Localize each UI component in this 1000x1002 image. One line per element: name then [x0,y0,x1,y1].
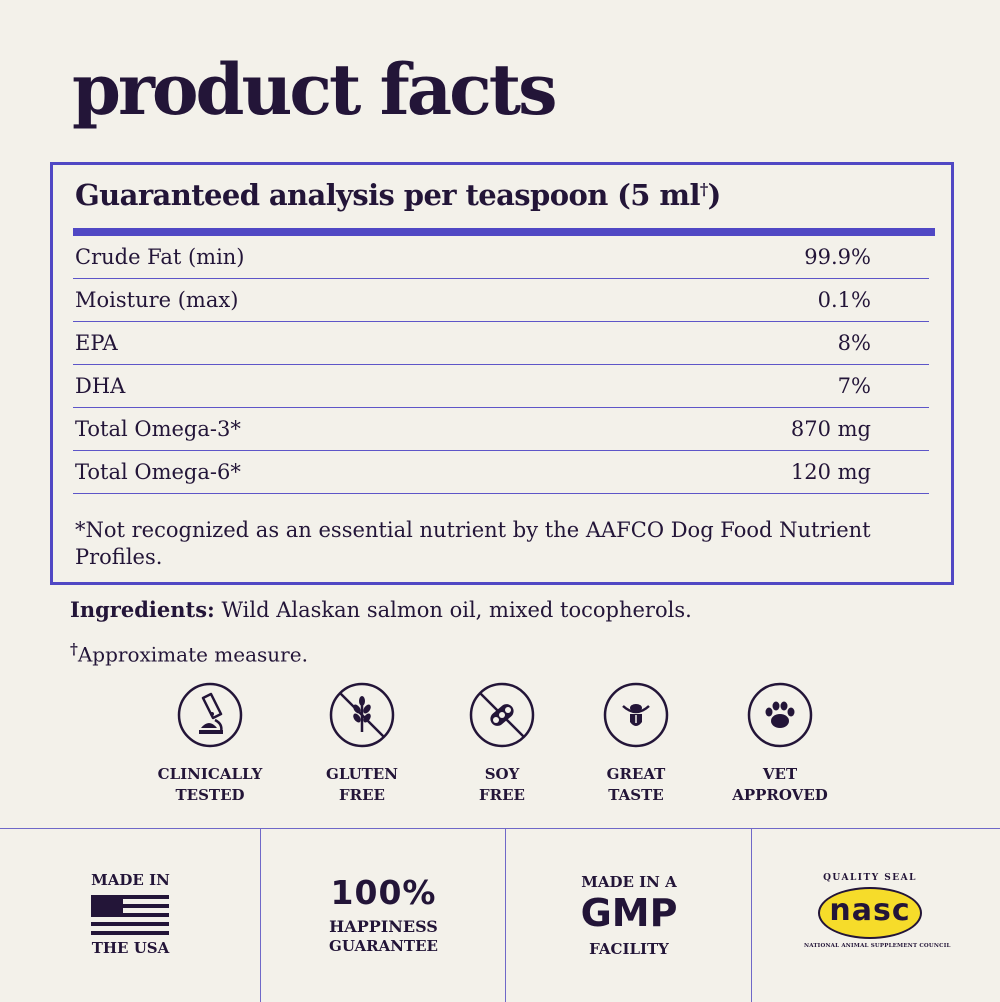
quality-seal-text: QUALITY SEAL [823,873,917,883]
made-in-usa-cell: MADE IN THE USA [0,829,261,1002]
no-soy-icon [469,682,535,748]
analysis-row: EPA 8% [73,322,929,365]
row-value: 120 mg [790,460,871,484]
happiness-text: HAPPINESS [329,917,438,936]
microscope-icon [177,682,243,748]
us-flag-icon [91,895,169,935]
analysis-row: Crude Fat (min) 99.9% [73,236,929,279]
dagger-mark: † [70,640,78,658]
row-label: EPA [75,331,118,355]
facility-text: FACILITY [589,940,669,958]
row-value: 0.1% [817,288,871,312]
analysis-footnote: *Not recognized as an essential nutrient… [75,518,871,569]
analysis-row: DHA 7% [73,365,929,408]
dagger-mark: † [699,179,708,199]
badge-label: GLUTEN FREE [326,765,398,804]
gmp-text: GMP [580,891,678,935]
badge-clinically-tested: CLINICALLY TESTED [140,680,280,806]
row-label: DHA [75,374,126,398]
guarantee-text: GUARANTEE [329,937,438,955]
badge-soy-free: SOY FREE [432,680,572,806]
row-label: Crude Fat (min) [75,245,245,269]
analysis-rows: Crude Fat (min) 99.9% Moisture (max) 0.1% … [73,236,929,494]
guaranteed-analysis-panel: Guaranteed analysis per teaspoon (5 ml†)… [50,162,954,585]
badge-label: GREAT TASTE [606,765,666,804]
analysis-row: Total Omega-3* 870 mg [73,408,929,451]
the-usa-text: THE USA [91,939,170,957]
row-value: 8% [837,331,871,355]
badge-label: CLINICALLY TESTED [157,765,263,804]
badge-vet-approved: VET APPROVED [710,680,850,806]
made-in-text: MADE IN [91,871,170,889]
badge-label: SOY FREE [479,765,525,804]
nasc-logo-text: nasc [829,893,911,928]
row-value: 7% [837,374,871,398]
analysis-row: Total Omega-6* 120 mg [73,451,929,494]
nasc-quality-seal: QUALITY SEAL nasc NATIONAL ANIMAL SUPPLE… [804,873,950,955]
nasc-council-text: NATIONAL ANIMAL SUPPLEMENT COUNCIL [804,943,951,949]
gmp-facility-cell: MADE IN A GMP FACILITY [506,829,752,1002]
row-value: 99.9% [804,245,871,269]
ingredients-text: Wild Alaskan salmon oil, mixed tocophero… [214,598,692,622]
badge-label: VET APPROVED [732,765,828,804]
analysis-heading: Guaranteed analysis per teaspoon (5 ml†) [75,178,721,212]
no-wheat-icon [329,682,395,748]
badge-gluten-free: GLUTEN FREE [292,680,432,806]
seal-oval [818,887,922,939]
trust-strip: MADE IN THE USA 100% HAPPINESS GUARANTEE… [0,828,1000,1002]
analysis-row: Moisture (max) 0.1% [73,279,929,322]
made-in-a-text: MADE IN A [581,873,677,891]
paw-icon [747,682,813,748]
row-label: Total Omega-3* [75,417,241,441]
hundred-percent-text: 100% [330,873,437,912]
ingredients-label: Ingredients: [70,597,215,622]
approximate-note: †Approximate measure. [70,640,308,667]
dog-tongue-icon [603,682,669,748]
heading-divider [73,228,935,236]
row-value: 870 mg [790,417,871,441]
row-label: Moisture (max) [75,288,239,312]
row-label: Total Omega-6* [75,460,241,484]
badge-great-taste: GREAT TASTE [566,680,706,806]
page-title: product facts [72,48,558,131]
happiness-guarantee-cell: 100% HAPPINESS GUARANTEE [261,829,506,1002]
nasc-seal-cell: QUALITY SEAL nasc NATIONAL ANIMAL SUPPLE… [752,829,1000,1002]
ingredients-line: Ingredients: Wild Alaskan salmon oil, mi… [70,597,692,622]
